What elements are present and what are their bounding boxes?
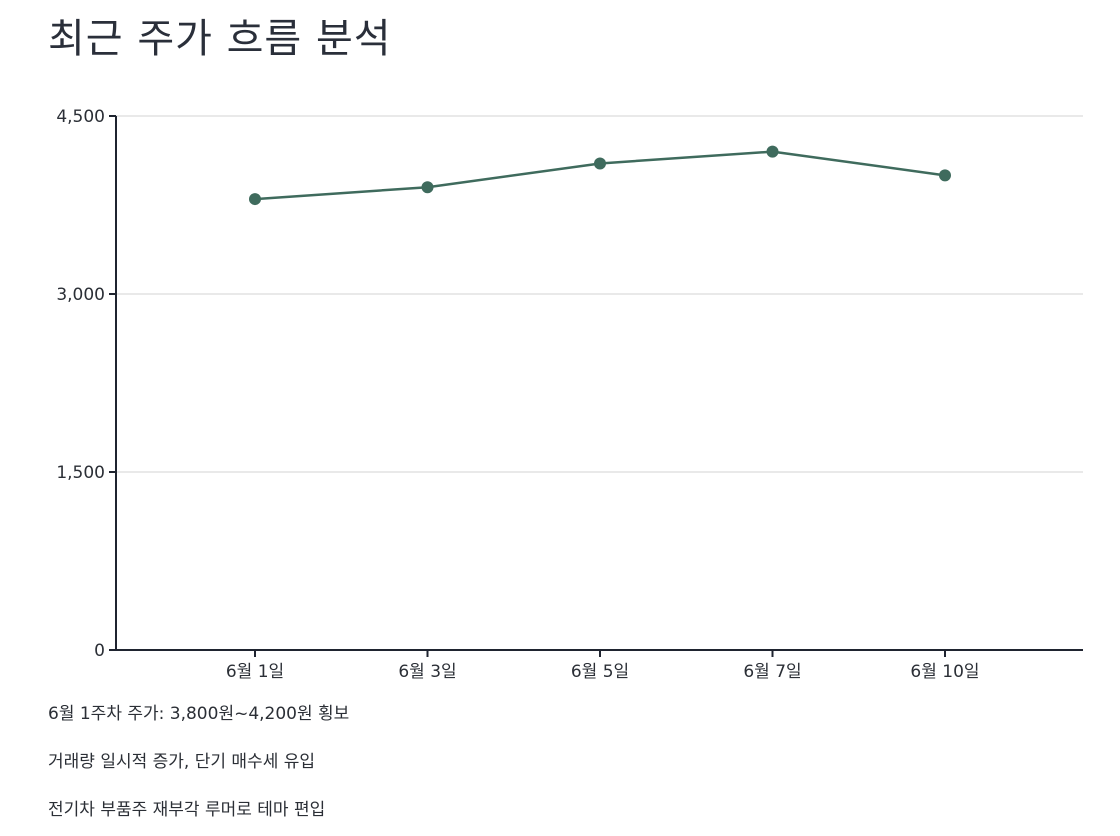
note-item: 전기차 부품주 재부각 루머로 테마 편입 (48, 800, 326, 820)
line-chart: 0 1,500 3,000 4,500 6월 1일 6월 3일 6월 5일 6월 7일 6월 1… (56, 107, 1083, 682)
y-tick-label: 4,500 (56, 107, 105, 127)
x-tick-label: 6월 3일 (398, 662, 456, 682)
data-point (594, 157, 606, 170)
data-point (766, 145, 779, 158)
note-item: 6월 1주차 주가: 3,800원~4,200원 횡보 (48, 704, 350, 724)
y-tick-label: 0 (94, 641, 105, 661)
notes-list: 6월 1주차 주가: 3,800원~4,200원 횡보 거래량 일시적 증가, … (48, 700, 1088, 836)
y-tick-label: 3,000 (56, 285, 105, 305)
x-tick-label: 6월 10일 (910, 662, 979, 682)
chart-title: 최근 주가 흐름 분석 (48, 16, 392, 62)
x-tick-label: 6월 1일 (226, 662, 284, 682)
note-item: 거래량 일시적 증가, 단기 매수세 유입 (48, 752, 316, 772)
x-tick-label: 6월 7일 (743, 662, 801, 682)
data-point (421, 181, 434, 194)
y-tick-label: 1,500 (56, 463, 105, 483)
data-point (249, 193, 261, 206)
data-point (939, 169, 951, 182)
x-tick-label: 6월 5일 (571, 662, 629, 682)
